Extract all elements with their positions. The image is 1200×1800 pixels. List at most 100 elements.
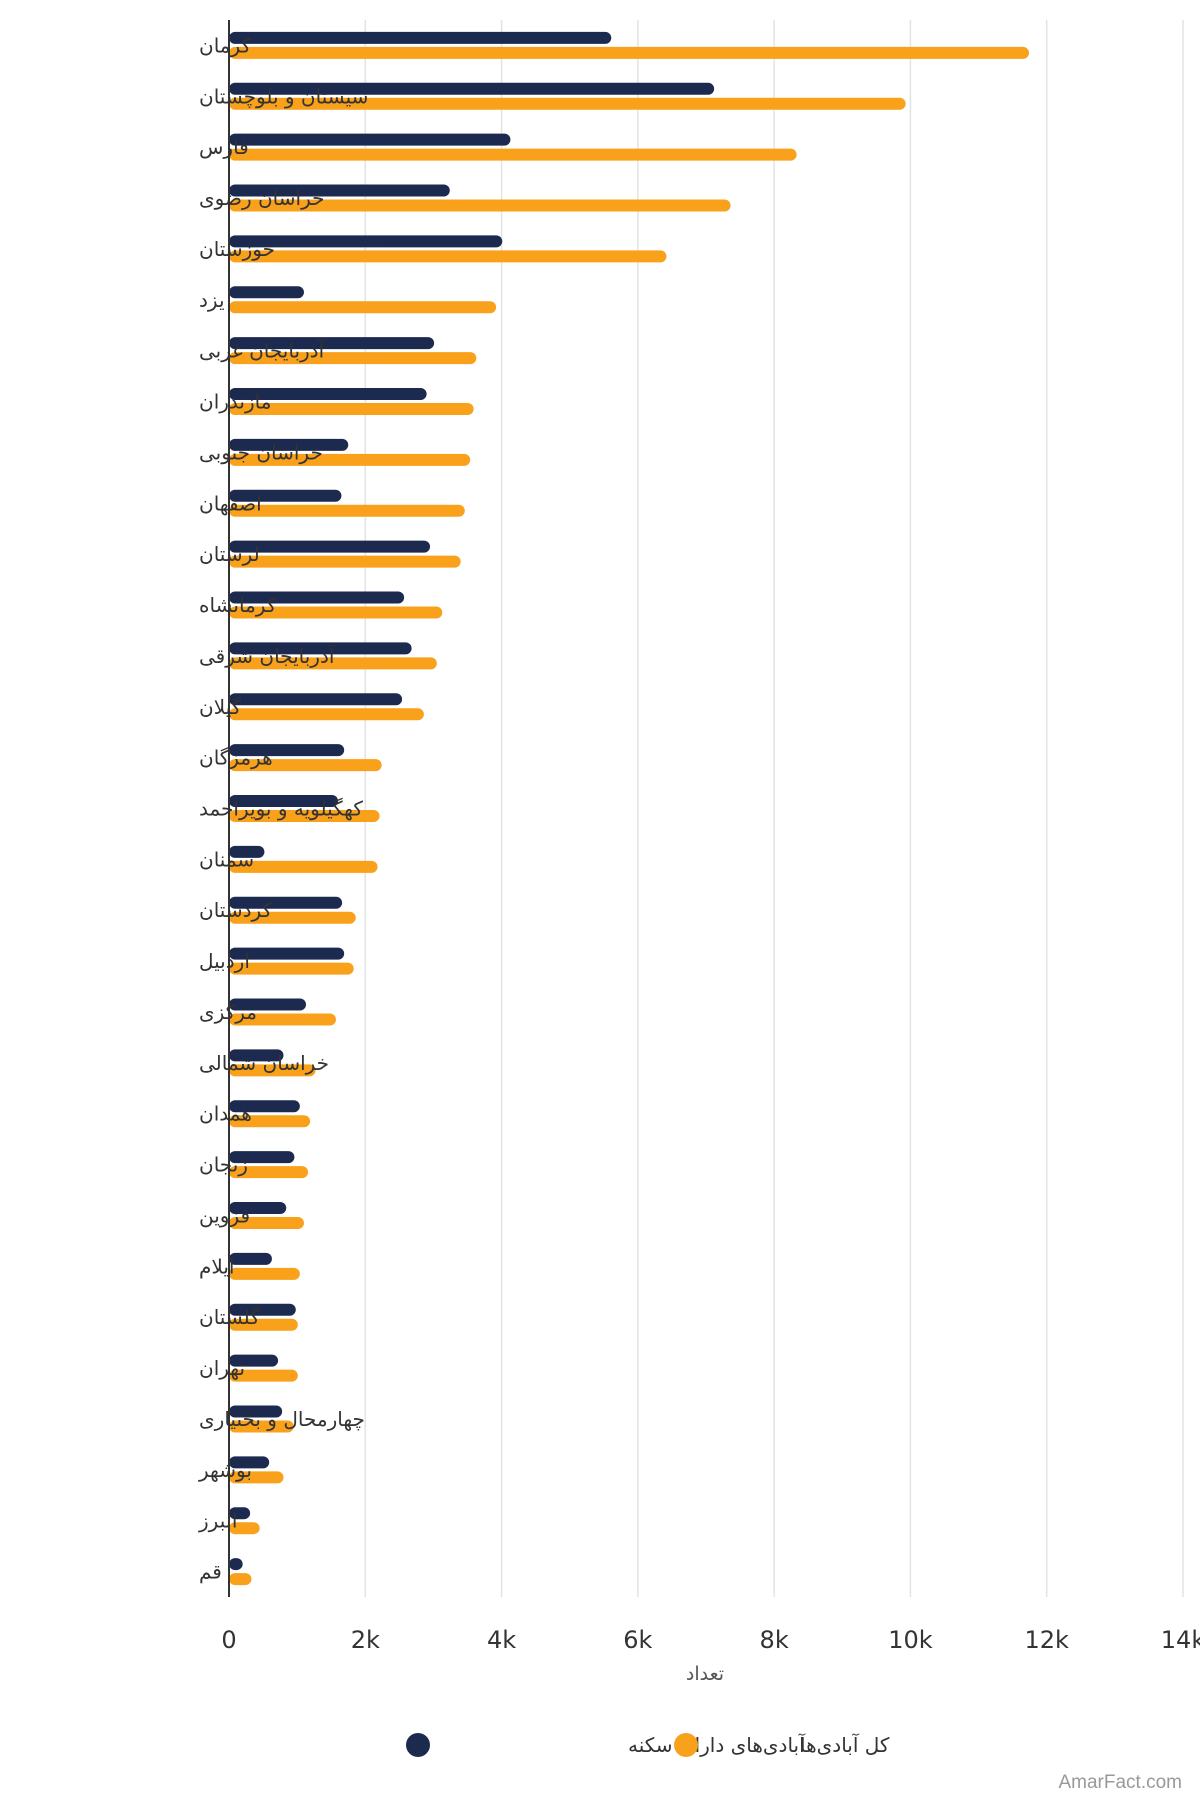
bar-populated-3[interactable] <box>229 184 450 197</box>
bar-total-22[interactable] <box>229 1166 309 1179</box>
bar-populated-0[interactable] <box>229 31 612 44</box>
bar-populated-19[interactable] <box>229 998 307 1011</box>
bar-total-19[interactable] <box>229 1013 336 1026</box>
bar-populated-25[interactable] <box>229 1303 296 1316</box>
bar-total-27[interactable] <box>229 1420 294 1433</box>
bar-total-5[interactable] <box>229 301 497 314</box>
legend-label-populated[interactable]: آبادی‌های دارای سکنه <box>628 1732 806 1757</box>
category-label: گلستان <box>199 1305 260 1329</box>
bar-total-13[interactable] <box>229 708 424 721</box>
category-label: بوشهر <box>198 1458 252 1482</box>
bar-populated-15[interactable] <box>229 795 339 807</box>
bar-populated-10[interactable] <box>229 540 431 553</box>
category-label: کردستان <box>199 898 273 922</box>
bar-populated-22[interactable] <box>229 1151 295 1164</box>
bar-total-26[interactable] <box>229 1369 298 1382</box>
x-tick-label: 2k <box>351 1626 380 1654</box>
bar-total-8[interactable] <box>229 453 471 466</box>
category-label: آذربایجان شرقی <box>199 643 336 668</box>
bar-populated-17[interactable] <box>229 896 343 909</box>
bar-total-2[interactable] <box>229 148 797 161</box>
bar-total-15[interactable] <box>229 810 380 822</box>
x-tick-label: 0 <box>221 1626 236 1654</box>
x-tick-label: 12k <box>1024 1626 1069 1654</box>
source-credit: AmarFact.com <box>1058 1772 1182 1793</box>
bar-total-29[interactable] <box>229 1522 260 1535</box>
bar-populated-20[interactable] <box>229 1049 284 1062</box>
bar-populated-9[interactable] <box>229 489 342 502</box>
bar-populated-12[interactable] <box>229 642 412 655</box>
bar-populated-16[interactable] <box>229 845 265 858</box>
bar-populated-2[interactable] <box>229 133 511 146</box>
bar-populated-13[interactable] <box>229 693 403 706</box>
category-label: سیستان و بلوچستان <box>199 84 368 108</box>
bar-total-18[interactable] <box>229 962 354 975</box>
bar-total-16[interactable] <box>229 860 378 873</box>
bar-total-0[interactable] <box>229 46 1029 59</box>
category-label: قزوین <box>199 1203 250 1227</box>
bar-total-28[interactable] <box>229 1471 284 1484</box>
bar-total-11[interactable] <box>229 606 443 619</box>
bar-populated-26[interactable] <box>229 1354 279 1367</box>
category-label: چهارمحال و بختیاری <box>199 1407 365 1431</box>
bar-populated-5[interactable] <box>229 286 304 299</box>
bar-total-25[interactable] <box>229 1318 298 1331</box>
bar-total-1[interactable] <box>229 97 906 110</box>
category-label: قم <box>199 1560 222 1584</box>
x-tick-label: 14k <box>1161 1626 1200 1654</box>
bar-total-30[interactable] <box>229 1573 252 1586</box>
bar-total-21[interactable] <box>229 1115 311 1128</box>
x-tick-labels: 0 2k 4k 6k 8k 10k 12k 14k <box>221 1626 1200 1654</box>
category-label: تهران <box>199 1356 245 1380</box>
category-label: ایلام <box>199 1254 234 1278</box>
bar-total-3[interactable] <box>229 199 731 212</box>
category-label: اصفهان <box>199 491 262 515</box>
legend-label-total[interactable]: کل آبادی‌ها <box>800 1732 890 1757</box>
bar-total-6[interactable] <box>229 352 477 365</box>
bar-total-17[interactable] <box>229 911 356 924</box>
bar-populated-30[interactable] <box>229 1558 243 1571</box>
category-label: خراسان رضوی <box>199 186 324 210</box>
category-label: البرز <box>198 1509 237 1533</box>
bars <box>229 31 1029 1586</box>
category-label: گیلان <box>199 695 242 719</box>
x-tick-label: 6k <box>623 1626 652 1654</box>
bar-populated-11[interactable] <box>229 591 405 604</box>
bar-populated-7[interactable] <box>229 388 427 401</box>
bar-total-4[interactable] <box>229 250 667 263</box>
bar-total-9[interactable] <box>229 504 465 517</box>
legend-marker-total[interactable] <box>674 1733 698 1757</box>
bar-populated-23[interactable] <box>229 1201 287 1214</box>
bar-total-10[interactable] <box>229 555 461 568</box>
bar-populated-6[interactable] <box>229 337 435 350</box>
x-axis-title: تعداد <box>686 1663 724 1685</box>
bar-total-23[interactable] <box>229 1216 304 1229</box>
legend-marker-populated[interactable] <box>406 1733 430 1757</box>
bar-populated-28[interactable] <box>229 1456 270 1469</box>
bar-populated-21[interactable] <box>229 1100 300 1113</box>
bar-total-24[interactable] <box>229 1267 300 1280</box>
category-label: سمنان <box>199 847 254 871</box>
bar-populated-18[interactable] <box>229 947 345 960</box>
bar-total-14[interactable] <box>229 759 382 772</box>
category-label: یزد <box>199 288 225 312</box>
x-tick-label: 10k <box>888 1626 933 1654</box>
bar-populated-27[interactable] <box>229 1405 283 1418</box>
category-label: کرمان <box>199 33 252 57</box>
bar-populated-8[interactable] <box>229 438 349 451</box>
category-label: لرستان <box>199 542 260 566</box>
bar-total-7[interactable] <box>229 403 474 416</box>
category-label: خراسان شمالی <box>199 1051 329 1075</box>
category-labels: کرمان سیستان و بلوچستان فارس خراسان رضوی خوز… <box>198 33 368 1583</box>
bar-total-12[interactable] <box>229 657 437 670</box>
bar-populated-14[interactable] <box>229 744 345 757</box>
category-label: مازندران <box>199 390 271 414</box>
bar-populated-29[interactable] <box>229 1507 251 1520</box>
bar-populated-4[interactable] <box>229 235 503 248</box>
category-label: کهگیلویه و بویراحمد <box>199 797 363 821</box>
bar-total-20[interactable] <box>229 1064 316 1077</box>
bar-populated-24[interactable] <box>229 1252 272 1265</box>
category-label: خوزستان <box>199 237 275 261</box>
category-label: کرمانشاه <box>199 593 277 617</box>
bar-populated-1[interactable] <box>229 82 715 95</box>
